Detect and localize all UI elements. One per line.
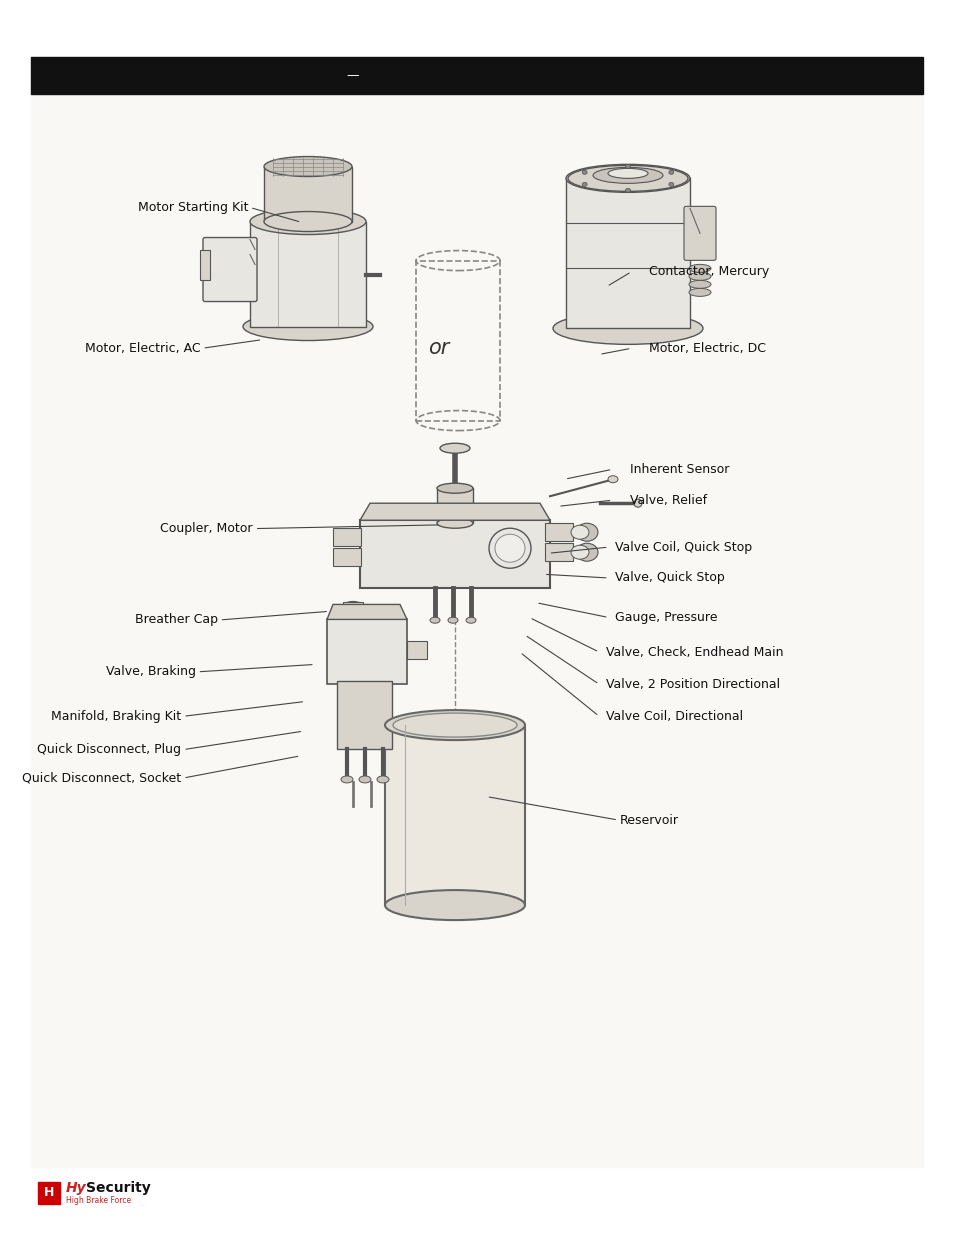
Ellipse shape [565,164,689,193]
Text: Manifold, Braking Kit: Manifold, Braking Kit [51,710,181,722]
Ellipse shape [576,543,598,561]
Text: Valve Coil, Quick Stop: Valve Coil, Quick Stop [615,541,752,553]
Ellipse shape [634,499,641,508]
Polygon shape [327,604,407,620]
Text: Valve, Check, Endhead Main: Valve, Check, Endhead Main [605,646,782,658]
Bar [30,93,923,1167]
Ellipse shape [688,288,710,296]
Text: Valve, Braking: Valve, Braking [106,666,195,678]
Bar [333,529,360,546]
Ellipse shape [385,710,524,740]
Text: Coupler, Motor: Coupler, Motor [160,522,253,535]
Bar [264,167,352,221]
Ellipse shape [448,618,457,624]
Ellipse shape [385,890,524,920]
Text: Motor Starting Kit: Motor Starting Kit [137,201,248,214]
Ellipse shape [430,618,439,624]
Ellipse shape [571,545,588,559]
Ellipse shape [688,280,710,288]
Ellipse shape [607,475,618,483]
Ellipse shape [625,189,630,193]
Bar [343,603,363,615]
Bar [359,520,550,588]
Ellipse shape [576,524,598,541]
Text: Hy: Hy [66,1181,87,1195]
Bar [416,261,499,421]
Polygon shape [359,503,550,520]
Bar [565,178,689,329]
Ellipse shape [465,618,476,624]
Ellipse shape [243,312,373,341]
Text: Quick Disconnect, Socket: Quick Disconnect, Socket [22,772,181,784]
Ellipse shape [250,209,366,235]
Text: Motor, Electric, DC: Motor, Electric, DC [648,342,765,354]
Ellipse shape [436,483,473,493]
Ellipse shape [571,525,588,540]
Ellipse shape [340,776,353,783]
Ellipse shape [376,776,389,783]
Ellipse shape [593,168,662,183]
Text: Breather Cap: Breather Cap [134,614,217,626]
Text: Valve, 2 Position Directional: Valve, 2 Position Directional [605,678,780,690]
Text: or: or [428,338,449,358]
Text: High Brake Force: High Brake Force [66,1197,132,1205]
Text: Valve, Relief: Valve, Relief [629,494,706,506]
Text: —: — [346,69,359,82]
Ellipse shape [668,170,673,174]
Ellipse shape [581,183,587,186]
Bar [200,249,210,279]
Bar [544,524,573,541]
Bar [333,548,360,566]
Bar [407,641,427,659]
Ellipse shape [625,164,630,168]
Text: Gauge, Pressure: Gauge, Pressure [615,611,717,624]
Ellipse shape [439,485,470,495]
Ellipse shape [581,170,587,174]
Text: Inherent Sensor: Inherent Sensor [629,463,728,475]
Bar [30,57,923,94]
Bar [385,725,524,905]
Bar [544,543,573,561]
Bar [38,1182,60,1204]
FancyBboxPatch shape [683,206,716,261]
Text: Motor, Electric, AC: Motor, Electric, AC [85,342,200,354]
Ellipse shape [567,165,687,191]
Ellipse shape [343,601,363,611]
Ellipse shape [393,713,517,737]
Ellipse shape [688,273,710,280]
Bar [250,221,366,326]
Ellipse shape [495,535,524,562]
Text: Reservoir: Reservoir [619,814,679,826]
Ellipse shape [553,312,702,345]
Ellipse shape [264,211,352,231]
Ellipse shape [439,443,470,453]
Ellipse shape [358,776,371,783]
Bar [436,488,473,524]
Ellipse shape [607,168,647,178]
Text: Quick Disconnect, Plug: Quick Disconnect, Plug [37,743,181,756]
Bar [327,620,407,684]
Text: Contactor, Mercury: Contactor, Mercury [648,266,768,278]
Text: H: H [44,1187,54,1199]
Text: Security: Security [86,1181,151,1195]
Bar [336,682,392,750]
FancyBboxPatch shape [203,237,256,301]
Ellipse shape [264,157,352,177]
Ellipse shape [688,264,710,273]
Ellipse shape [436,519,473,529]
Text: Valve Coil, Directional: Valve Coil, Directional [605,710,742,722]
Ellipse shape [489,529,531,568]
Text: Valve, Quick Stop: Valve, Quick Stop [615,572,724,584]
Ellipse shape [668,183,673,186]
